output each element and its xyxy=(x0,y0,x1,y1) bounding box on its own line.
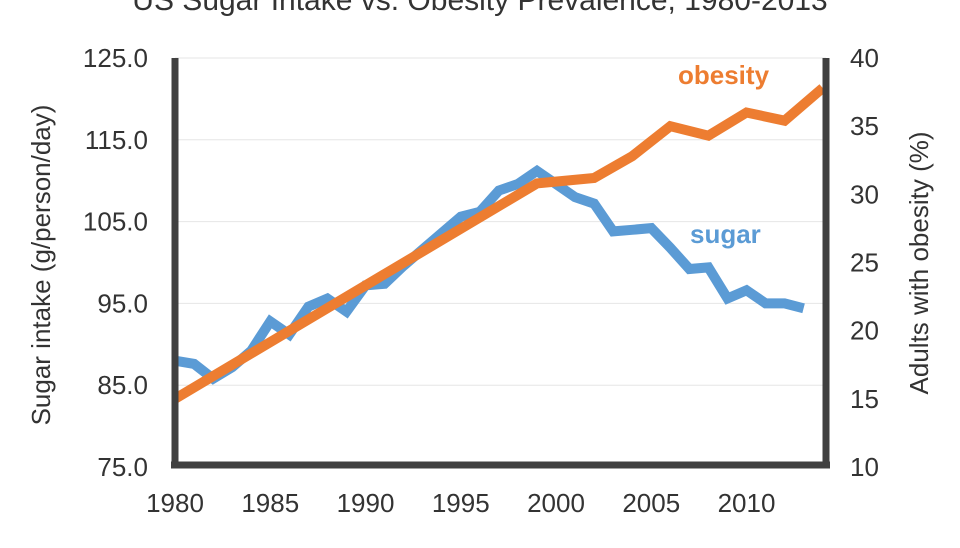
x-tick-label: 1985 xyxy=(241,488,299,518)
series-lines xyxy=(172,84,826,404)
right-axis-title: Adults with obesity (%) xyxy=(904,132,934,395)
left-axis-ticks: 75.0 85.0 95.0 105.0 115.0 125.0 xyxy=(83,43,148,482)
x-tick-label: 2000 xyxy=(527,488,585,518)
right-tick-label: 40 xyxy=(850,43,879,73)
x-tick-label: 1995 xyxy=(432,488,490,518)
left-tick-label: 105.0 xyxy=(83,207,148,237)
right-tick-label: 20 xyxy=(850,316,879,346)
x-tick-label: 1980 xyxy=(146,488,204,518)
x-axis-ticks: 1980 1985 1990 1995 2000 2005 2010 xyxy=(146,488,775,518)
left-tick-label: 75.0 xyxy=(97,452,148,482)
left-tick-label: 115.0 xyxy=(85,125,148,155)
right-tick-label: 15 xyxy=(850,384,879,414)
x-tick-label: 2005 xyxy=(622,488,680,518)
right-tick-label: 10 xyxy=(850,452,879,482)
obesity-series-line xyxy=(172,84,826,404)
right-tick-label: 25 xyxy=(850,248,879,278)
sugar-series-label: sugar xyxy=(690,219,761,249)
left-tick-label: 85.0 xyxy=(97,370,148,400)
left-axis-title: Sugar intake (g/person/day) xyxy=(26,105,56,426)
right-tick-label: 35 xyxy=(850,111,879,141)
right-axis-ticks: 10 15 20 25 30 35 40 xyxy=(850,43,879,482)
left-tick-label: 95.0 xyxy=(97,288,148,318)
left-tick-label: 125.0 xyxy=(83,43,148,73)
x-tick-label: 2010 xyxy=(718,488,776,518)
right-tick-label: 30 xyxy=(850,179,879,209)
obesity-series-label: obesity xyxy=(678,60,770,90)
chart-title: US Sugar Intake vs. Obesity Prevalence, … xyxy=(132,0,827,17)
x-tick-label: 1990 xyxy=(337,488,395,518)
sugar-series-line xyxy=(174,164,805,385)
